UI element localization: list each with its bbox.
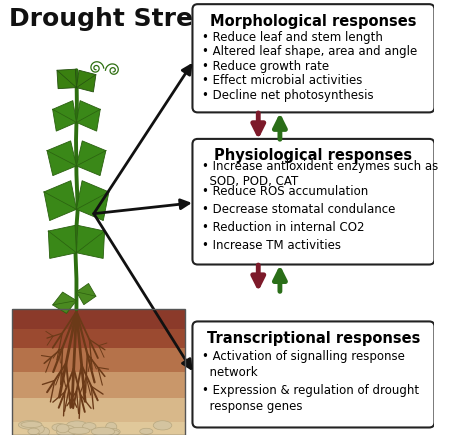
Ellipse shape (106, 422, 117, 432)
Text: • Increase TM activities: • Increase TM activities (202, 238, 341, 252)
Bar (11, 422, 185, 435)
Polygon shape (57, 69, 76, 89)
Ellipse shape (56, 429, 76, 436)
Ellipse shape (18, 420, 42, 429)
Bar (11, 348, 185, 372)
Polygon shape (53, 101, 76, 131)
Text: • Reduction in internal CO2: • Reduction in internal CO2 (202, 221, 365, 234)
Bar (11, 329, 185, 348)
Text: • Reduce ROS accumulation: • Reduce ROS accumulation (202, 185, 368, 198)
Ellipse shape (58, 426, 74, 432)
Ellipse shape (52, 424, 67, 431)
Ellipse shape (28, 428, 39, 435)
Text: • Activation of signalling response
  network: • Activation of signalling response netw… (202, 350, 405, 379)
Ellipse shape (140, 428, 153, 434)
Polygon shape (48, 225, 76, 259)
FancyBboxPatch shape (192, 139, 435, 265)
Ellipse shape (100, 430, 119, 436)
Polygon shape (44, 181, 76, 221)
Polygon shape (76, 101, 100, 131)
Polygon shape (47, 141, 76, 176)
Ellipse shape (68, 427, 90, 434)
Polygon shape (76, 225, 105, 259)
Text: Drought Stress: Drought Stress (9, 7, 223, 31)
Text: • Decline net photosynthesis: • Decline net photosynthesis (202, 89, 374, 102)
Text: Transcriptional responses: Transcriptional responses (207, 331, 420, 346)
Polygon shape (76, 70, 96, 92)
Polygon shape (76, 181, 109, 221)
Polygon shape (76, 141, 106, 176)
Text: Morphological responses: Morphological responses (210, 14, 417, 29)
Ellipse shape (56, 424, 69, 433)
Bar (11, 372, 185, 399)
Text: • Expression & regulation of drought
  response genes: • Expression & regulation of drought res… (202, 384, 419, 413)
Ellipse shape (106, 429, 120, 435)
Text: • Reduce growth rate: • Reduce growth rate (202, 60, 329, 73)
Polygon shape (53, 292, 76, 313)
Text: • Decrease stomatal condulance: • Decrease stomatal condulance (202, 203, 395, 216)
Ellipse shape (33, 424, 44, 433)
Text: • Increase antioxident enzymes such as
  SOD, POD, CAT: • Increase antioxident enzymes such as S… (202, 160, 438, 188)
Ellipse shape (21, 422, 42, 428)
Ellipse shape (153, 421, 172, 430)
FancyBboxPatch shape (192, 321, 435, 427)
Bar (11, 309, 185, 329)
Text: • Reduce leaf and stem length: • Reduce leaf and stem length (202, 31, 383, 44)
Ellipse shape (67, 421, 87, 429)
Polygon shape (76, 283, 96, 305)
Bar (11, 399, 185, 422)
Text: • Effect microbial activities: • Effect microbial activities (202, 74, 362, 87)
Text: • Altered leaf shape, area and angle: • Altered leaf shape, area and angle (202, 45, 417, 58)
Ellipse shape (38, 427, 50, 436)
Ellipse shape (82, 422, 96, 430)
Text: Physiological responses: Physiological responses (214, 149, 412, 164)
Bar (11, 309, 185, 435)
Ellipse shape (91, 427, 115, 436)
FancyBboxPatch shape (192, 4, 435, 112)
